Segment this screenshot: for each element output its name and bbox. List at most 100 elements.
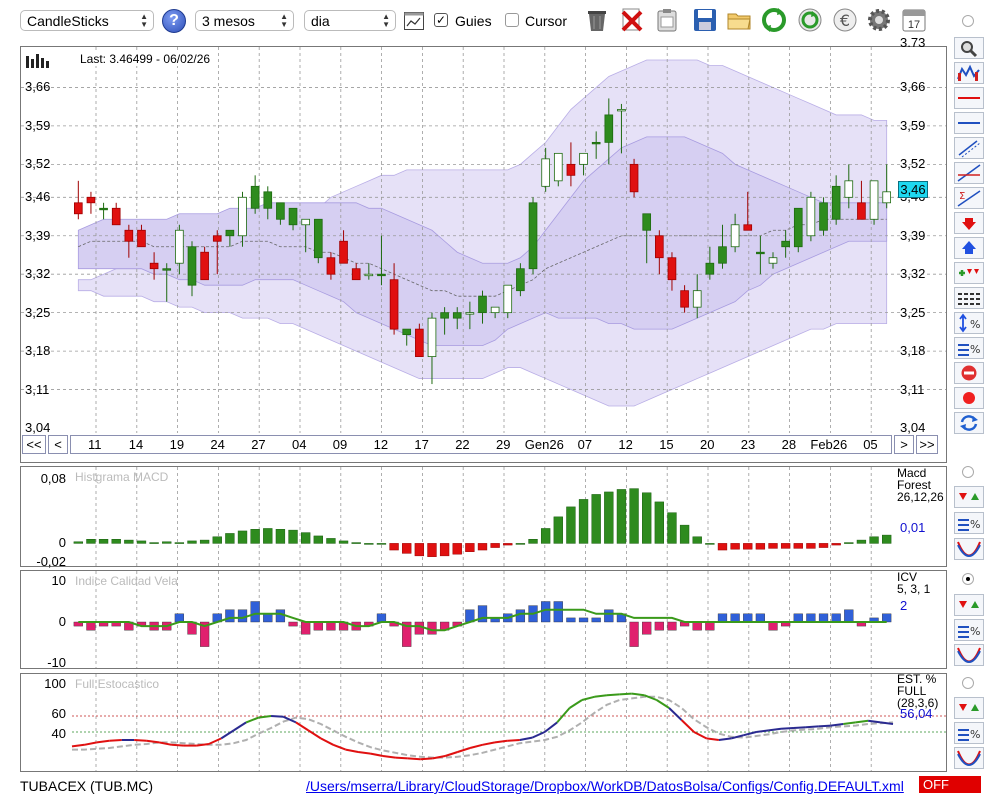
- stoch-k-segment: [171, 743, 185, 747]
- candle-body: [276, 202, 285, 220]
- macd-bar: [364, 543, 374, 545]
- config-path-link[interactable]: /Users/mserra/Library/CloudStorage/Dropb…: [306, 778, 904, 794]
- chart-type-select[interactable]: CandleSticks ▲ ▼: [20, 10, 154, 31]
- svg-text:Σ: Σ: [959, 191, 965, 202]
- macd-bar: [86, 539, 96, 544]
- stop-button[interactable]: [954, 362, 984, 384]
- y-tick-label-right: 3,11: [900, 381, 925, 397]
- macd-bar: [452, 543, 462, 555]
- macd-signals-button[interactable]: [954, 486, 984, 508]
- sell-arrow-button[interactable]: [954, 212, 984, 234]
- macd-bar: [225, 533, 235, 544]
- off-toggle[interactable]: OFF: [919, 776, 981, 793]
- panel-radio-main[interactable]: [962, 15, 974, 27]
- stoch-k-segment: [270, 715, 284, 718]
- stoch-curves-button[interactable]: [954, 747, 984, 769]
- stoch-k-segment: [793, 726, 806, 729]
- y-tick-label: 3,52: [25, 156, 51, 172]
- percent-lines-button[interactable]: %: [954, 337, 984, 359]
- stoch-k-segment: [756, 729, 769, 733]
- fibonacci-button[interactable]: Σ: [954, 187, 984, 209]
- x-tick-label: 04: [292, 437, 307, 452]
- candle-body: [743, 224, 753, 231]
- macd-bar: [402, 543, 412, 554]
- zoom-button[interactable]: [954, 37, 984, 59]
- grid-lines-button[interactable]: [954, 287, 984, 309]
- cursor-checkbox[interactable]: [505, 13, 519, 27]
- price-chart[interactable]: [21, 47, 946, 433]
- horizontal-line-red-button[interactable]: [954, 87, 984, 109]
- nav-prev-button[interactable]: <: [48, 435, 68, 454]
- candle-body: [364, 273, 374, 277]
- y-tick-label: 60: [51, 706, 66, 721]
- guides-checkbox[interactable]: ✓: [434, 13, 448, 27]
- candle-body: [250, 185, 260, 209]
- icv-bar: [301, 621, 311, 635]
- candle-body: [478, 295, 487, 314]
- panel-radio-stoch[interactable]: [962, 677, 974, 689]
- trash-icon[interactable]: [584, 7, 610, 33]
- stoch-k-segment: [830, 723, 844, 727]
- candle-body: [187, 246, 197, 286]
- stoch-k-segment: [556, 707, 571, 724]
- stoch-k-segment: [469, 743, 483, 749]
- buy-arrow-button[interactable]: [954, 237, 984, 259]
- stoch-signals-button[interactable]: [954, 697, 984, 719]
- macd-bar: [869, 536, 879, 544]
- percent-range-button[interactable]: %: [954, 312, 984, 334]
- x-tick-label: 05: [863, 437, 878, 452]
- icv-chart[interactable]: [21, 571, 946, 668]
- y-tick-label-right: 3,18: [900, 343, 926, 359]
- clipboard-icon[interactable]: [654, 7, 680, 33]
- macd-bar: [490, 543, 500, 548]
- y-tick-label-right: 3,66: [900, 79, 926, 95]
- icv-percent-button[interactable]: %: [954, 619, 984, 641]
- macd-percent-button[interactable]: %: [954, 512, 984, 534]
- indicators-button[interactable]: [954, 62, 984, 84]
- icv-bar: [768, 621, 778, 631]
- chart-window-icon[interactable]: [404, 12, 424, 30]
- macd-bar: [553, 516, 563, 544]
- date-scroll-track[interactable]: [70, 435, 892, 454]
- icv-curves-button[interactable]: [954, 644, 984, 666]
- icv-signals-button[interactable]: [954, 594, 984, 616]
- save-icon[interactable]: [692, 7, 718, 33]
- arrow-down-red-icon: [962, 218, 976, 230]
- panel-radio-icv[interactable]: [962, 573, 974, 585]
- nav-first-button[interactable]: <<: [22, 435, 46, 454]
- panel-radio-macd[interactable]: [962, 466, 974, 478]
- macd-curves-button[interactable]: [954, 538, 984, 560]
- refresh-icon[interactable]: [761, 7, 787, 33]
- delete-icon[interactable]: [619, 7, 645, 33]
- macd-chart[interactable]: [21, 467, 946, 566]
- record-button[interactable]: [954, 387, 984, 409]
- settings-icon[interactable]: [866, 7, 892, 33]
- period-select[interactable]: 3 mesos ▲ ▼: [195, 10, 294, 31]
- stoch-k-segment: [245, 716, 259, 724]
- folder-icon[interactable]: [726, 7, 752, 33]
- stoch-percent-button[interactable]: %: [954, 722, 984, 744]
- nav-last-button[interactable]: >>: [916, 435, 938, 454]
- x-tick-label: 17: [414, 437, 429, 452]
- macd-bar: [654, 501, 665, 544]
- candle-body: [149, 262, 159, 270]
- select-arrows-icon: ▲ ▼: [382, 12, 390, 29]
- add-signal-button[interactable]: [954, 262, 984, 284]
- trendline-button[interactable]: [954, 162, 984, 184]
- nav-next-button[interactable]: >: [894, 435, 914, 454]
- stoch-chart[interactable]: [21, 674, 946, 771]
- sync-button[interactable]: [954, 412, 984, 434]
- help-icon[interactable]: ?: [162, 9, 186, 33]
- refresh-all-icon[interactable]: [797, 7, 823, 33]
- interval-select[interactable]: dia ▲ ▼: [304, 10, 396, 31]
- channel-button[interactable]: [954, 137, 984, 159]
- trendline-icon: [957, 164, 981, 182]
- horizontal-line-blue-button[interactable]: [954, 112, 984, 134]
- icv-legend-line-1: ICV: [897, 570, 918, 584]
- candle-body: [882, 191, 892, 204]
- icv-legend: ICV 5, 3, 1: [897, 571, 930, 595]
- icv-bar: [730, 613, 740, 623]
- calendar-icon[interactable]: 17: [901, 7, 927, 33]
- icv-bar: [831, 613, 841, 623]
- euro-icon[interactable]: €: [832, 7, 858, 33]
